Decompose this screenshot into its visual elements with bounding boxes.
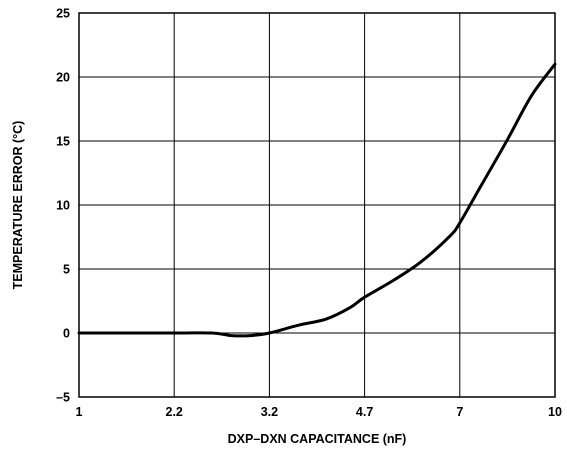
y-tick-label: 5 — [63, 263, 70, 277]
y-tick-label: –5 — [56, 391, 70, 405]
x-tick-label: 2.2 — [166, 405, 183, 419]
y-axis-label: TEMPERATURE ERROR (°C) — [11, 121, 25, 290]
x-tick-labels: 1 2.2 3.2 4.7 7 10 — [76, 405, 562, 419]
series-line — [77, 62, 557, 338]
y-tick-label: 10 — [56, 199, 70, 213]
y-tick-label: 0 — [63, 327, 70, 341]
grid-lines — [79, 13, 555, 397]
x-tick-label: 4.7 — [356, 405, 373, 419]
y-tick-label: 15 — [56, 135, 70, 149]
x-tick-label: 1 — [76, 405, 83, 419]
x-tick-label: 3.2 — [261, 405, 278, 419]
y-tick-label: 20 — [56, 71, 70, 85]
y-tick-labels: 25 20 15 10 5 0 –5 — [56, 7, 70, 405]
x-axis-label: DXP–DXN CAPACITANCE (nF) — [228, 432, 407, 446]
plot-frame — [78, 12, 556, 398]
y-tick-label: 25 — [56, 7, 70, 21]
x-tick-label: 10 — [548, 405, 562, 419]
x-tick-label: 7 — [456, 405, 463, 419]
